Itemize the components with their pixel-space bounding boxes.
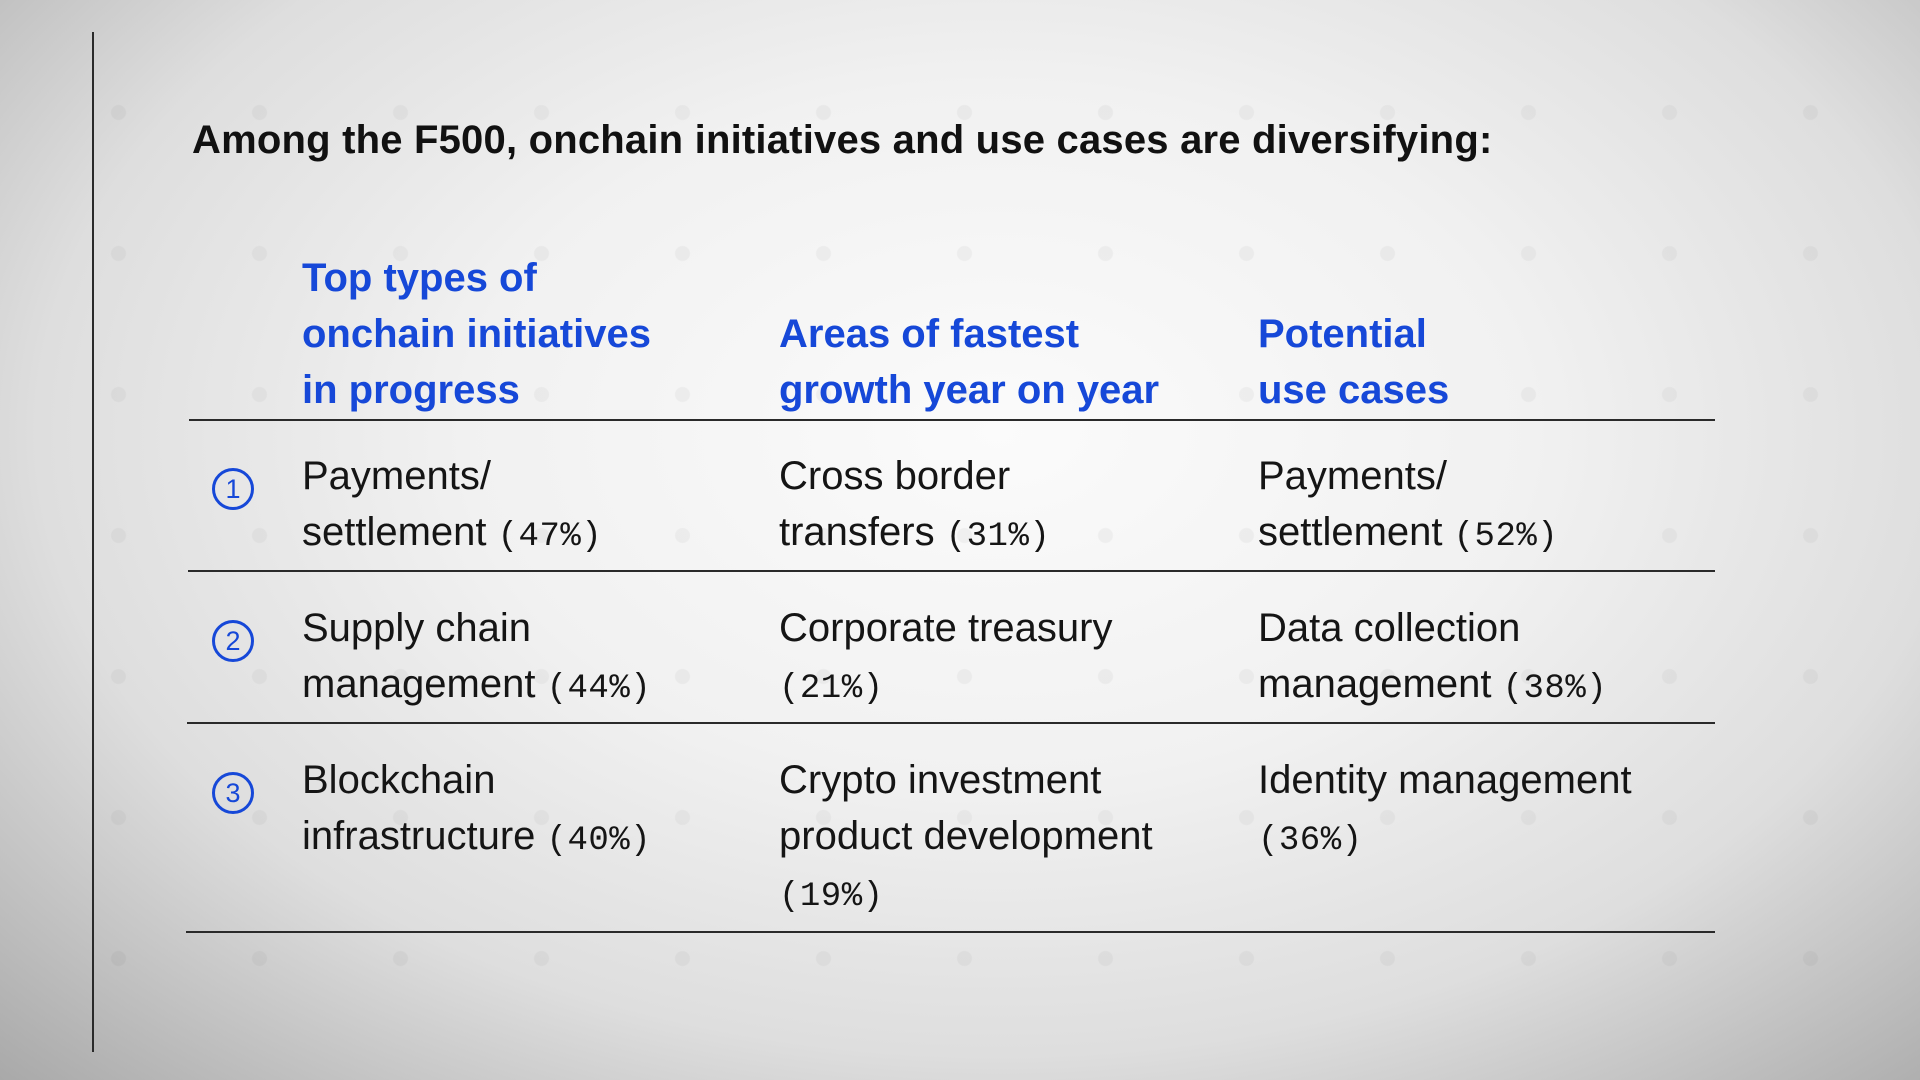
- cell-percent: (21%): [779, 670, 884, 708]
- cell-percent: (44%): [546, 670, 652, 708]
- cell-line: transfers: [779, 510, 935, 554]
- column-header-line: growth year on year: [779, 368, 1160, 412]
- cell-line: Cross border: [779, 454, 1011, 498]
- column-header-line: in progress: [302, 368, 520, 412]
- cell-percent: (38%): [1502, 670, 1608, 708]
- table-row: 3 Blockchain infrastructure (40%) Crypto…: [186, 732, 1716, 931]
- cell-percent: (19%): [779, 878, 884, 916]
- table-row: 1 Payments/ settlement (47%) Cross borde…: [186, 428, 1716, 570]
- cell-line: settlement: [302, 510, 487, 554]
- table-cell: Payments/ settlement (52%): [1258, 448, 1728, 565]
- cell-percent: (40%): [546, 822, 652, 860]
- rank-badge: 1: [212, 468, 254, 510]
- rank-badge: 2: [212, 620, 254, 662]
- cell-line: Supply chain: [302, 606, 532, 650]
- cell-line: Corporate treasury: [779, 606, 1113, 650]
- cell-line: settlement: [1258, 510, 1443, 554]
- cell-line: Data collection: [1258, 606, 1521, 650]
- column-header-line: onchain initiatives: [302, 312, 651, 356]
- rank-badge: 3: [212, 772, 254, 814]
- cell-line: Identity management: [1258, 758, 1632, 802]
- column-header-line: Potential: [1258, 312, 1427, 356]
- headline: Among the F500, onchain initiatives and …: [192, 118, 1493, 162]
- table-cell: Identity management (36%): [1258, 752, 1728, 869]
- table-cell: Supply chain management (44%): [302, 600, 772, 717]
- table-rule-row2: [187, 722, 1715, 724]
- cell-line: Crypto investment: [779, 758, 1102, 802]
- column-header-line: Areas of fastest: [779, 312, 1080, 356]
- table-rule-bottom: [186, 931, 1715, 933]
- cell-line: management: [1258, 662, 1492, 706]
- column-header-use-cases: Potential use cases: [1258, 306, 1449, 418]
- table-cell: Crypto investment product development (1…: [779, 752, 1249, 925]
- column-header-line: Top types of: [302, 256, 537, 300]
- vertical-divider: [92, 32, 94, 1052]
- cell-percent: (52%): [1453, 518, 1559, 556]
- cell-line: product development: [779, 814, 1153, 858]
- cell-line: Blockchain: [302, 758, 496, 802]
- table-cell: Blockchain infrastructure (40%): [302, 752, 772, 869]
- cell-line: infrastructure: [302, 814, 536, 858]
- table-cell: Cross border transfers (31%): [779, 448, 1249, 565]
- cell-line: Payments/: [302, 454, 491, 498]
- column-header-growth: Areas of fastest growth year on year: [779, 306, 1159, 418]
- cell-percent: (36%): [1258, 822, 1363, 860]
- table-row: 2 Supply chain management (44%) Corporat…: [186, 580, 1716, 722]
- table-rule-row1: [188, 570, 1715, 572]
- column-header-line: use cases: [1258, 368, 1450, 412]
- cell-percent: (31%): [945, 518, 1051, 556]
- table-cell: Data collection management (38%): [1258, 600, 1728, 717]
- column-header-initiatives: Top types of onchain initiatives in prog…: [302, 250, 651, 418]
- cell-percent: (47%): [497, 518, 603, 556]
- table-cell: Corporate treasury (21%): [779, 600, 1249, 717]
- table-cell: Payments/ settlement (47%): [302, 448, 772, 565]
- cell-line: Payments/: [1258, 454, 1447, 498]
- table-rule-header: [189, 419, 1715, 421]
- cell-line: management: [302, 662, 536, 706]
